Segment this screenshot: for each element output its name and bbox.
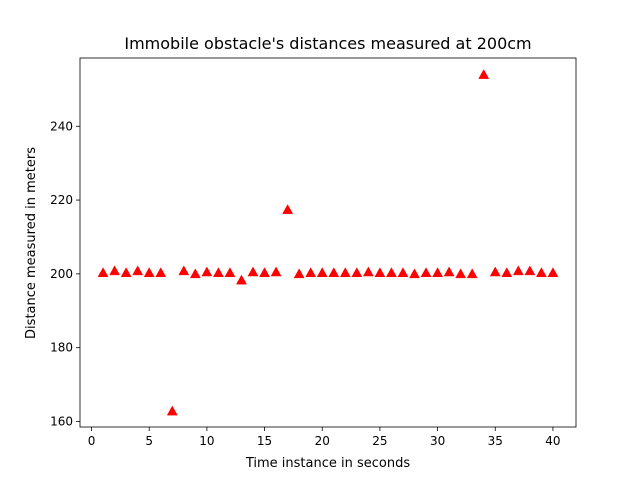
data-point <box>293 268 305 279</box>
data-point <box>143 267 155 278</box>
data-point <box>224 267 236 278</box>
x-tick-label: 40 <box>545 434 560 448</box>
data-point <box>466 268 478 279</box>
y-axis: 160 180 200 220 240 <box>50 119 80 428</box>
data-point <box>397 267 409 278</box>
x-tick-label: 30 <box>430 434 445 448</box>
data-point <box>270 266 282 277</box>
data-point <box>282 204 294 214</box>
data-point <box>120 267 132 278</box>
data-point <box>478 69 490 79</box>
data-point <box>305 267 317 278</box>
data-point <box>328 267 340 278</box>
x-tick-label: 10 <box>199 434 214 448</box>
plot-frame <box>79 57 577 428</box>
y-tick-label: 160 <box>50 414 73 428</box>
data-point <box>455 268 467 279</box>
data-point <box>189 268 201 279</box>
data-point <box>97 267 109 278</box>
x-tick-label: 15 <box>257 434 272 448</box>
x-tick-label: 35 <box>488 434 503 448</box>
data-markers <box>97 69 559 416</box>
data-point <box>212 267 224 278</box>
x-tick-label: 20 <box>315 434 330 448</box>
x-tick-label: 25 <box>372 434 387 448</box>
plot-area <box>79 57 577 428</box>
y-tick-label: 180 <box>50 341 73 355</box>
data-point <box>201 266 213 277</box>
data-point <box>374 267 386 278</box>
data-point <box>166 405 178 416</box>
data-point <box>386 267 397 278</box>
y-tick-label: 200 <box>50 267 73 281</box>
data-point <box>409 268 420 279</box>
data-point <box>178 265 190 276</box>
data-point <box>501 267 513 278</box>
data-point <box>512 265 524 276</box>
data-point <box>155 267 167 278</box>
data-point <box>362 266 374 277</box>
y-tick-label: 240 <box>50 119 73 133</box>
x-tick-label: 5 <box>145 434 153 448</box>
data-point <box>443 266 455 277</box>
data-point <box>339 267 351 278</box>
data-point <box>316 267 328 278</box>
y-tick-label: 220 <box>50 193 73 207</box>
data-point <box>524 265 536 276</box>
data-point <box>109 265 121 276</box>
chart-title: Immobile obstacle's distances measured a… <box>124 34 531 53</box>
data-point <box>547 267 559 278</box>
data-point <box>420 267 432 278</box>
data-point <box>247 266 259 277</box>
data-point <box>259 267 270 278</box>
data-point <box>432 267 444 278</box>
x-tick-label: 0 <box>88 434 96 448</box>
data-point <box>351 267 363 278</box>
x-axis: 0 5 10 15 20 25 30 35 40 <box>88 427 561 448</box>
data-point <box>236 274 247 285</box>
data-point <box>489 266 501 277</box>
x-axis-label: Time instance in seconds <box>245 456 410 471</box>
data-point <box>132 265 144 276</box>
data-point <box>535 267 547 278</box>
y-axis-label: Distance measured in meters <box>24 147 39 339</box>
